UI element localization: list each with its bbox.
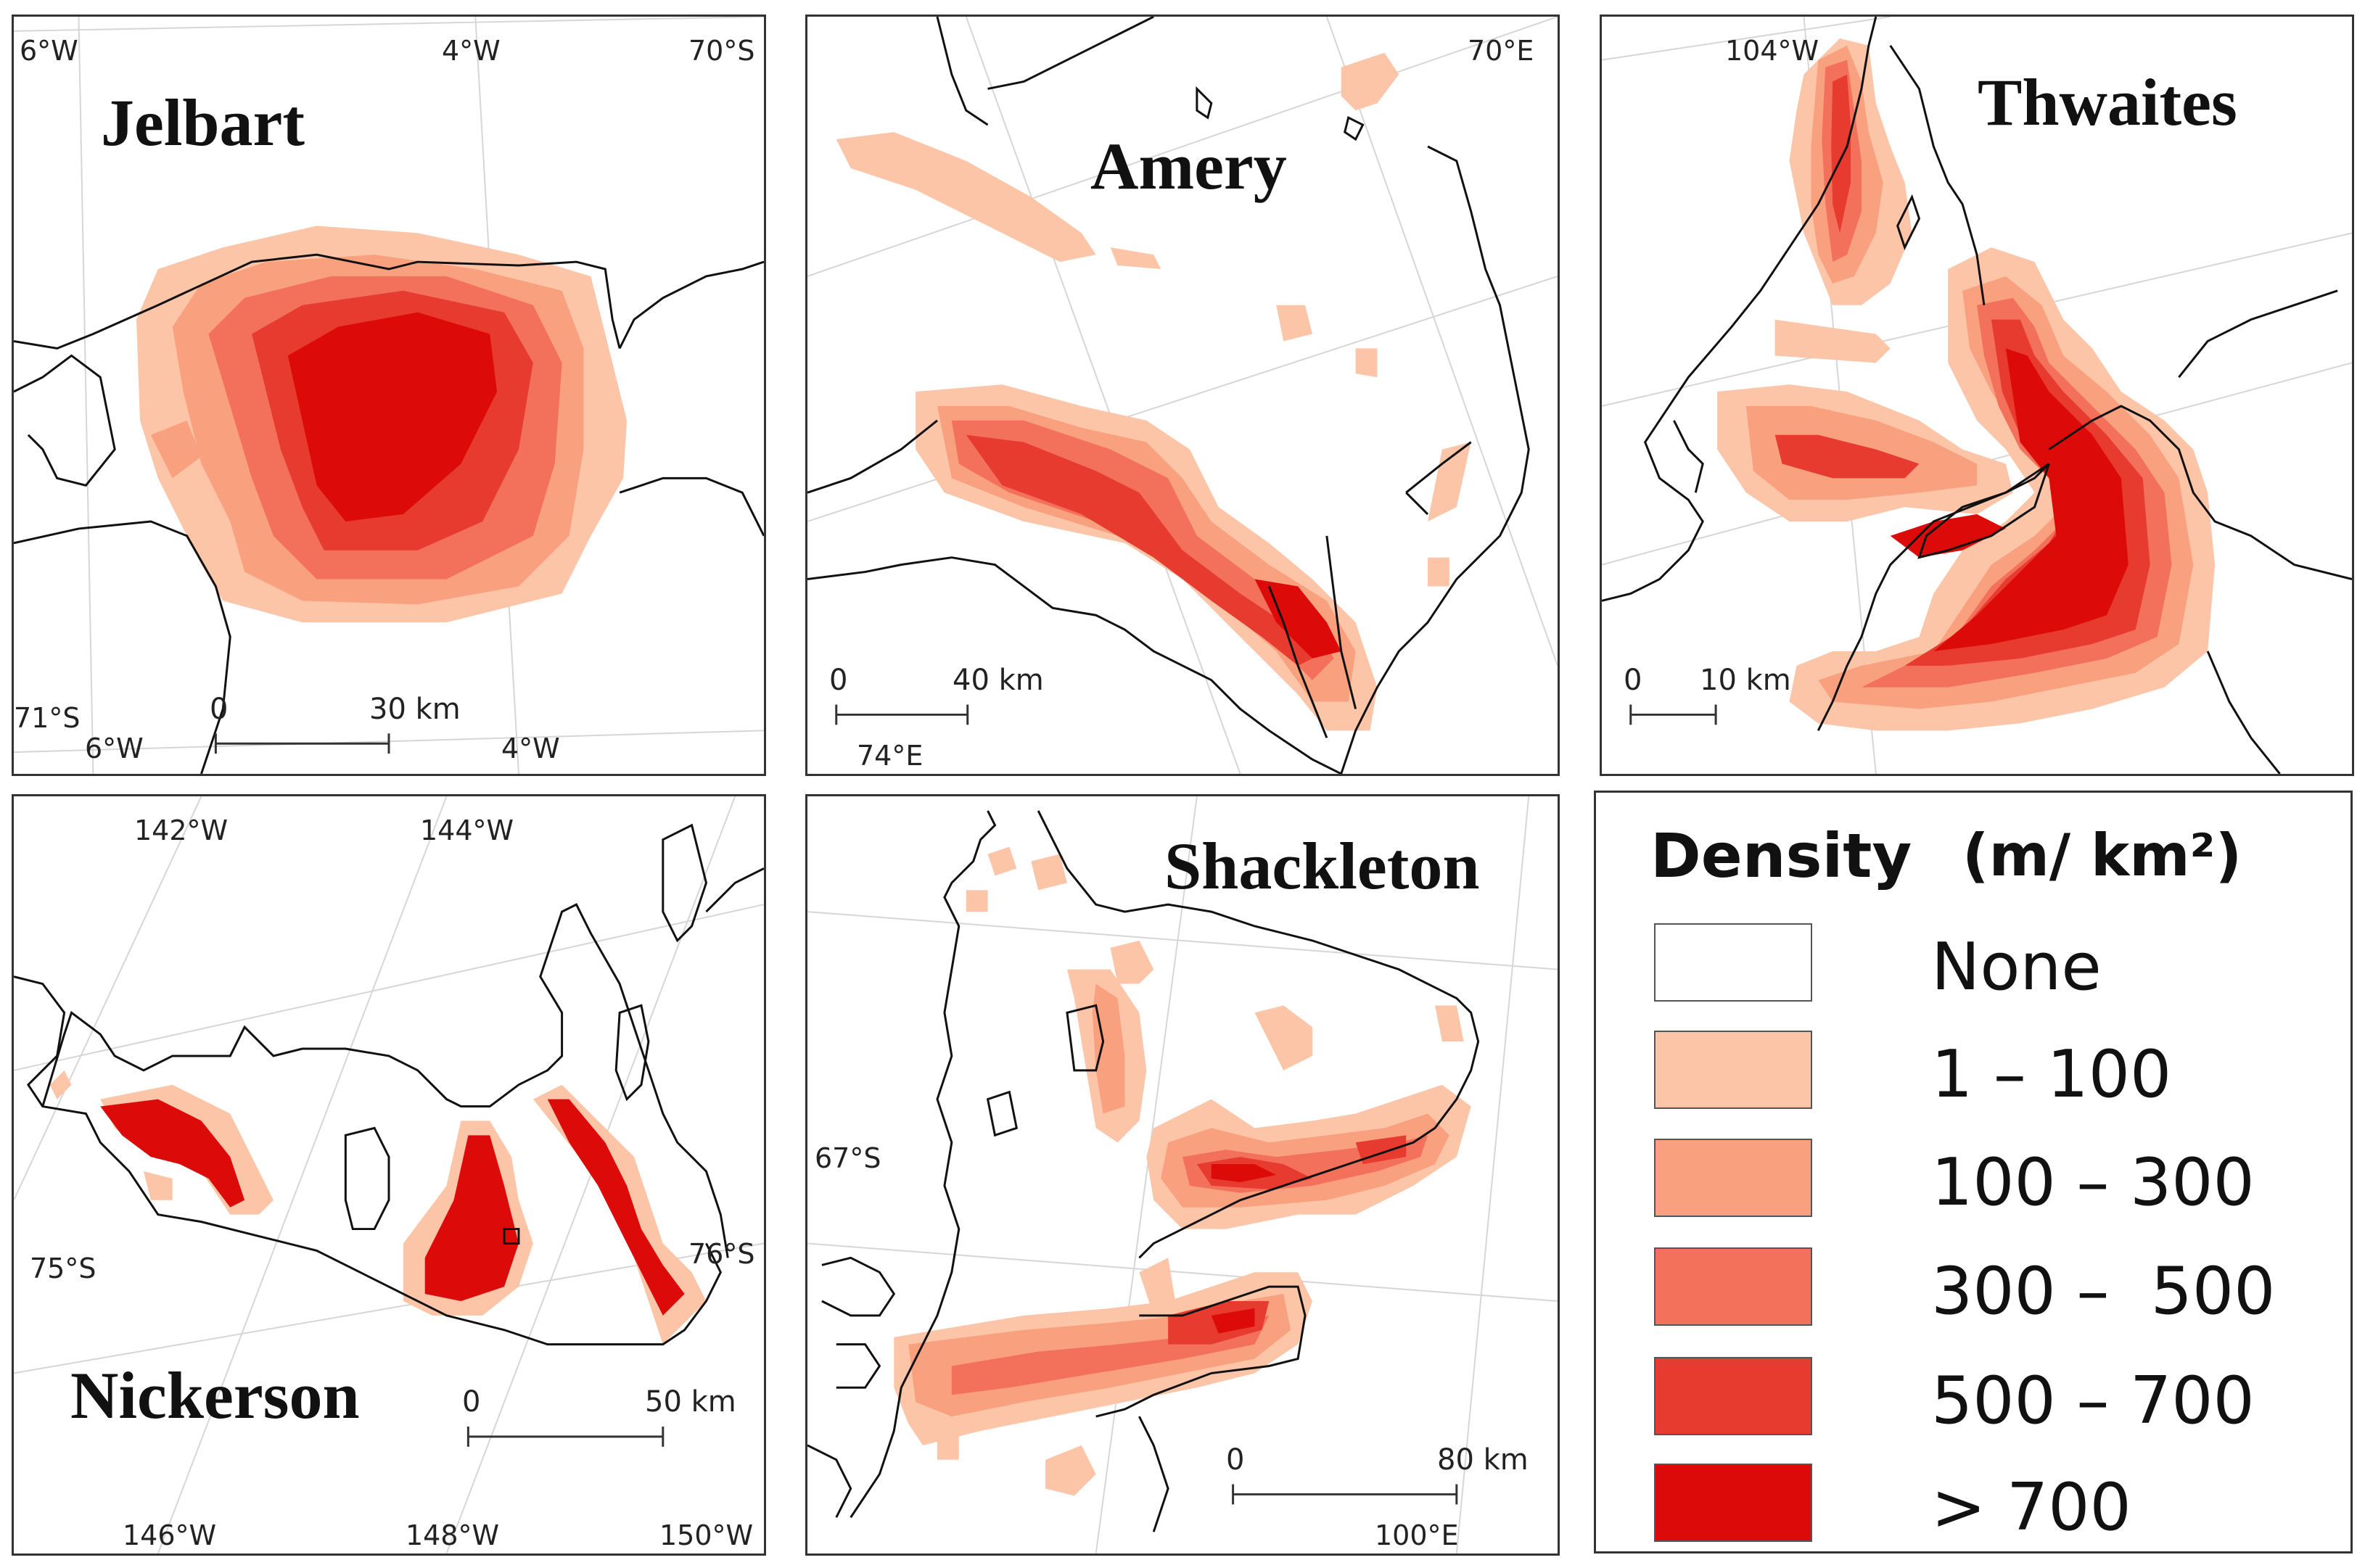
panel-title: Thwaites: [1978, 65, 2237, 139]
panel-title: Jelbart: [101, 86, 305, 160]
legend-item: None: [1654, 923, 2307, 1005]
legend-label: None: [1931, 929, 2102, 1005]
coastline: [1602, 17, 2352, 774]
lat-label: 71°S: [14, 702, 81, 734]
map-nickerson: [14, 796, 764, 1553]
legend-unit: (m/ km²): [1962, 822, 2242, 889]
legend-swatch: [1654, 1464, 1812, 1542]
coastline: [14, 253, 764, 774]
panel-nickerson: Nickerson 142°W 144°W 75°S 76°S 146°W 14…: [12, 794, 766, 1556]
scale-bar-thwaites: [1629, 704, 1717, 725]
lon-label: 70°E: [1468, 35, 1534, 67]
legend-item: 500 – 700: [1654, 1357, 2307, 1439]
map-thwaites: [1602, 17, 2352, 774]
coastline: [14, 823, 764, 1346]
lat-label: 67°S: [815, 1142, 881, 1174]
scale-bar-distance: 30 km: [369, 693, 461, 726]
legend-item: 300 – 500: [1654, 1247, 2307, 1329]
lon-label: 6°W: [85, 733, 144, 764]
scale-bar-zero: 0: [462, 1385, 481, 1419]
lon-label: 104°W: [1725, 35, 1819, 67]
coastline: [807, 810, 1480, 1532]
panel-jelbart: Jelbart 6°W 4°W 70°S 71°S 6°W 4°W 0 30 k…: [12, 15, 766, 776]
legend-swatch: [1654, 1247, 1812, 1326]
scale-bar-zero: 0: [1624, 664, 1642, 697]
legend-label: > 700: [1931, 1469, 2131, 1546]
map-amery: [807, 17, 1558, 774]
scale-bar-distance: 50 km: [645, 1385, 736, 1419]
legend-swatch: [1654, 1031, 1812, 1109]
legend-label: 500 – 700: [1931, 1363, 2255, 1439]
density-jelbart: [136, 226, 628, 623]
map-jelbart: [14, 17, 764, 774]
scale-bar-amery: [835, 704, 969, 725]
panel-amery: Amery 70°E 74°E 0 40 km: [805, 15, 1560, 776]
graticule: [807, 17, 1558, 774]
legend-swatch: [1654, 1357, 1812, 1435]
lat-label: 76°S: [688, 1238, 755, 1270]
scale-bar-nickerson: [466, 1426, 665, 1447]
lon-label: 100°E: [1375, 1519, 1459, 1551]
legend-label: 100 – 300: [1931, 1144, 2255, 1221]
density-shackleton: [894, 846, 1471, 1496]
lon-label: 146°W: [123, 1519, 217, 1551]
legend-swatch: [1654, 1139, 1812, 1217]
scale-bar-distance: 40 km: [953, 664, 1044, 697]
density-amery: [836, 52, 1471, 731]
lon-label: 150°W: [659, 1519, 754, 1551]
lon-label: 4°W: [442, 35, 501, 67]
density-legend: Density (m/ km²) None 1 – 100 100 – 300 …: [1594, 791, 2353, 1553]
legend-title: Density: [1650, 820, 1912, 891]
panel-title: Shackleton: [1164, 829, 1480, 903]
legend-label: 300 – 500: [1931, 1253, 2276, 1329]
lon-label: 4°W: [501, 733, 560, 764]
scale-bar-zero: 0: [1226, 1443, 1245, 1477]
coastline: [807, 17, 1530, 774]
lon-label: 142°W: [134, 814, 229, 846]
legend-item: > 700: [1654, 1464, 2307, 1546]
density-nickerson: [49, 1070, 707, 1345]
panel-title: Nickerson: [70, 1358, 360, 1432]
lon-label: 6°W: [20, 35, 78, 67]
scale-bar-distance: 10 km: [1700, 664, 1791, 697]
lat-label: 70°S: [688, 35, 755, 67]
panel-thwaites: Thwaites 104°W 0 10 km: [1600, 15, 2354, 776]
lat-label: 75°S: [30, 1253, 96, 1284]
scale-bar-jelbart: [214, 733, 390, 754]
panel-shackleton: Shackleton 67°S 100°E 0 80 km: [805, 794, 1560, 1556]
scale-bar-shackleton: [1232, 1484, 1458, 1505]
legend-item: 1 – 100: [1654, 1031, 2307, 1113]
density-thwaites: [1717, 38, 2216, 731]
legend-label: 1 – 100: [1931, 1036, 2172, 1113]
scale-bar-distance: 80 km: [1437, 1443, 1529, 1477]
legend-swatch: [1654, 923, 1812, 1002]
legend-item: 100 – 300: [1654, 1139, 2307, 1221]
scale-bar-zero: 0: [210, 693, 229, 726]
graticule: [807, 796, 1558, 1553]
scale-bar-zero: 0: [829, 664, 848, 697]
panel-title: Amery: [1090, 129, 1287, 203]
map-shackleton: [807, 796, 1558, 1553]
lon-label: 148°W: [406, 1519, 500, 1551]
lon-label: 144°W: [420, 814, 514, 846]
lon-label: 74°E: [857, 740, 924, 772]
